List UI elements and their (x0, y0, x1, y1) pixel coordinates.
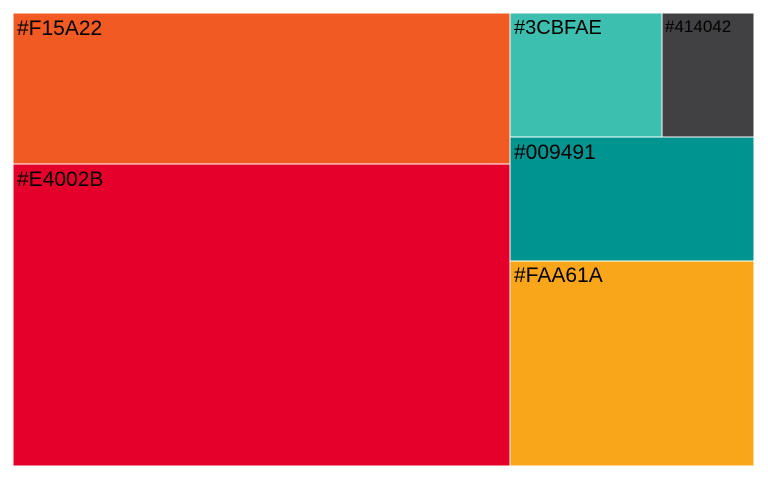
treemap-tiles: #F15A22 #E4002B #3CBFAE #414042 #009491 … (12, 12, 755, 467)
tile-f15a22: #F15A22 (12, 12, 511, 165)
tile-414042-rect (661, 12, 755, 138)
tile-414042: #414042 (661, 12, 755, 138)
tile-414042-label: #414042 (665, 17, 731, 36)
tile-f15a22-label: #F15A22 (17, 17, 102, 40)
tile-e4002b: #E4002B (12, 163, 511, 467)
tile-009491-label: #009491 (514, 141, 596, 164)
tile-009491-rect (509, 136, 755, 262)
tile-e4002b-label: #E4002B (17, 168, 103, 191)
tile-faa61a: #FAA61A (509, 260, 755, 467)
tile-3cbfae-rect (509, 12, 663, 138)
tile-009491: #009491 (509, 136, 755, 262)
tile-e4002b-rect (12, 163, 511, 467)
tile-f15a22-rect (12, 12, 511, 165)
tile-3cbfae-label: #3CBFAE (514, 17, 602, 39)
tile-faa61a-rect (509, 260, 755, 467)
tile-faa61a-label: #FAA61A (514, 264, 603, 287)
tile-3cbfae: #3CBFAE (509, 12, 663, 138)
